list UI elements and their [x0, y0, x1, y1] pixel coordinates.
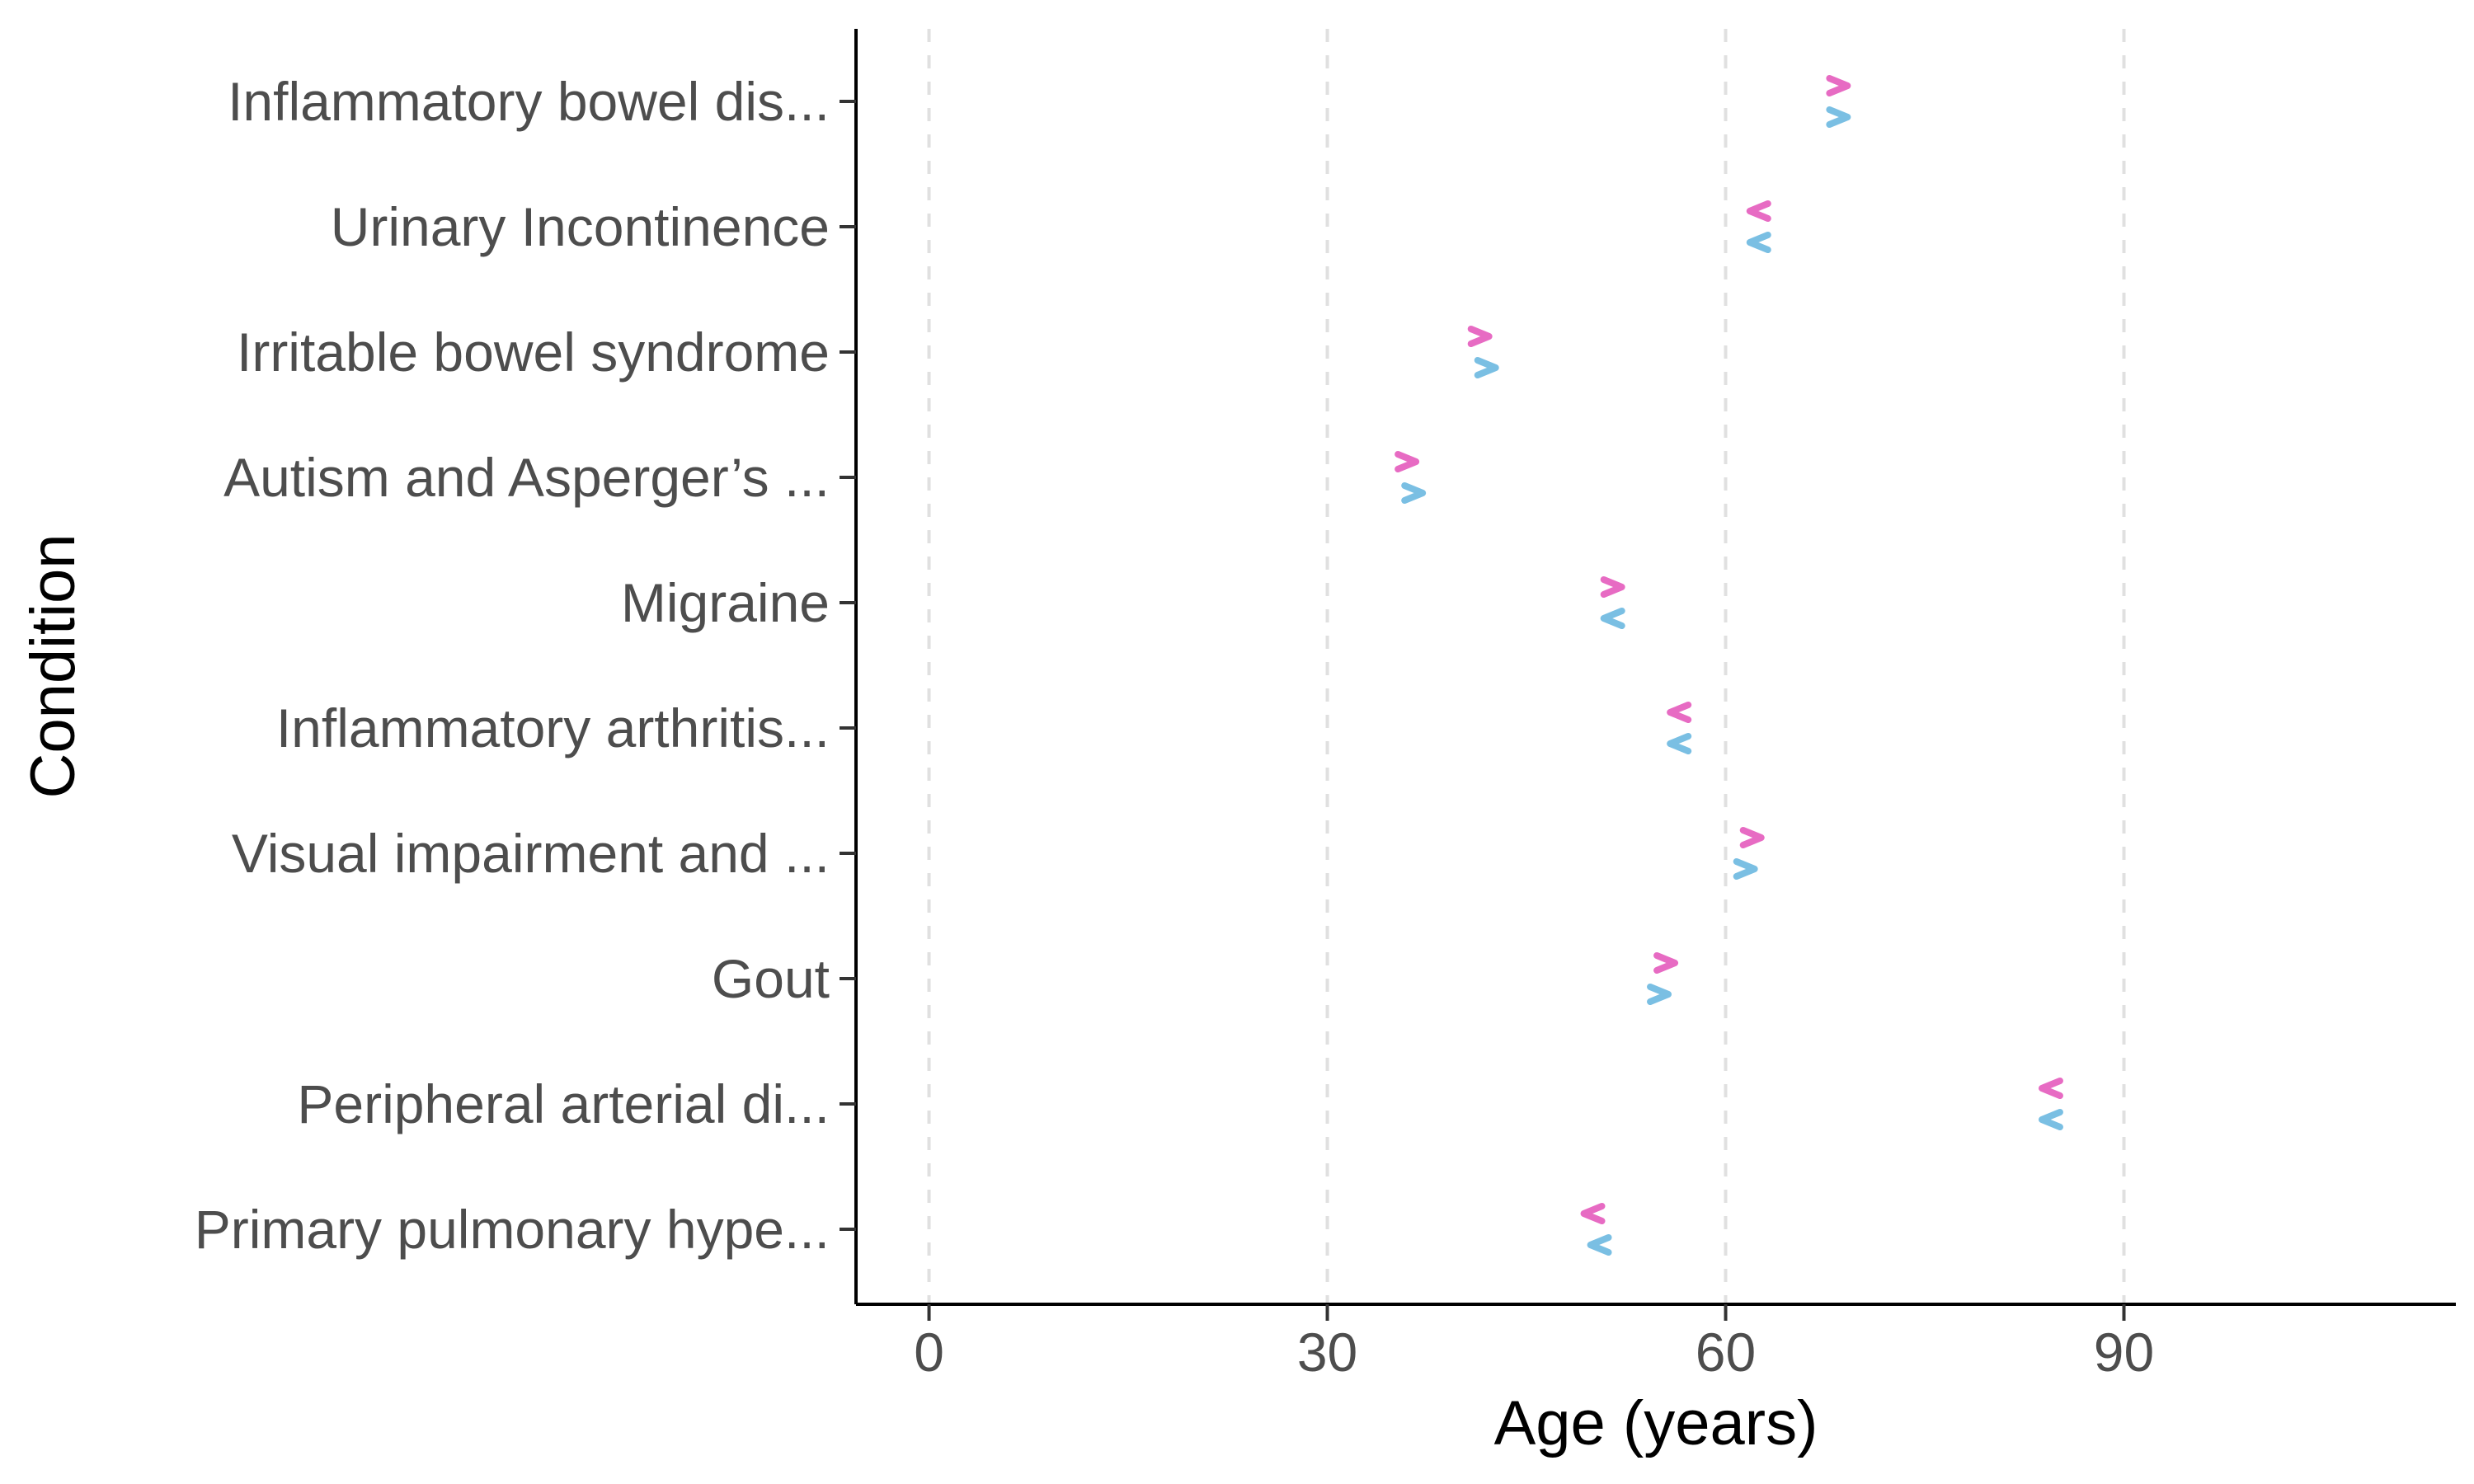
data-point-marker — [1587, 1234, 1612, 1256]
data-point-marker — [1474, 357, 1499, 378]
data-point-marker — [1733, 858, 1758, 880]
data-point-marker — [1746, 200, 1771, 222]
y-tick-label: Inflammatory bowel dis... — [228, 71, 830, 132]
y-tick-label: Irritable bowel syndrome — [237, 322, 830, 383]
data-point-marker — [1667, 702, 1692, 723]
y-ticks: Inflammatory bowel dis... Urinary Inconti… — [195, 71, 856, 1260]
data-point-marker — [1667, 733, 1692, 754]
y-tick-label: Migraine — [621, 572, 830, 633]
y-tick-label: Primary pulmonary hype... — [195, 1199, 830, 1260]
y-tick-label: Gout — [712, 948, 830, 1009]
axes — [854, 29, 2456, 1306]
x-ticks: 0 30 60 90 — [914, 1304, 2154, 1383]
data-point-marker — [1395, 451, 1420, 472]
data-point-marker — [2038, 1109, 2063, 1130]
y-tick-label: Inflammatory arthritis... — [276, 697, 830, 758]
data-point-marker — [1600, 608, 1625, 629]
y-tick-label: Visual impairment and ... — [232, 823, 830, 884]
markers — [1395, 75, 2063, 1256]
y-tick-label: Autism and Asperger’s ... — [223, 447, 830, 508]
x-tick-label: 90 — [2094, 1322, 2154, 1383]
data-point-marker — [1739, 827, 1765, 848]
data-point-marker — [1600, 576, 1625, 598]
x-tick-label: 30 — [1297, 1322, 1357, 1383]
y-tick-label: Peripheral arterial di... — [297, 1073, 830, 1134]
y-axis-title: Condition — [18, 533, 88, 798]
data-point-marker — [1746, 232, 1771, 253]
grid-lines — [927, 29, 2126, 1304]
data-point-marker — [2038, 1078, 2063, 1099]
x-axis-title: Age (years) — [1494, 1388, 1818, 1458]
data-point-marker — [1653, 952, 1679, 974]
data-point-marker — [1826, 75, 1851, 96]
y-tick-label: Urinary Incontinence — [331, 196, 830, 257]
x-tick-label: 0 — [914, 1322, 944, 1383]
data-point-marker — [1467, 326, 1493, 347]
data-point-marker — [1826, 106, 1851, 128]
data-point-marker — [1647, 984, 1672, 1005]
data-point-marker — [1580, 1203, 1606, 1224]
x-tick-label: 60 — [1696, 1322, 1756, 1383]
data-point-marker — [1401, 482, 1427, 504]
